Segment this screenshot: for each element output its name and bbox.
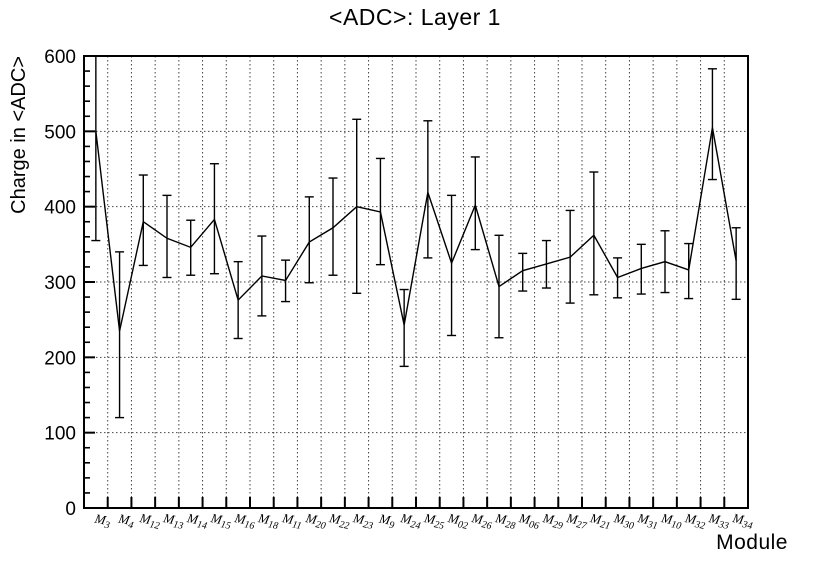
svg-text:M23: M23 [350, 510, 375, 532]
x-category-label: M4 [116, 510, 136, 531]
x-category-label: M20 [303, 510, 328, 532]
svg-text:M4: M4 [116, 510, 136, 531]
y-tick-label: 0 [65, 499, 76, 520]
svg-text:M34: M34 [730, 510, 755, 532]
x-category-label: M34 [730, 510, 755, 532]
x-category-label: M15 [208, 510, 233, 532]
y-tick-label: 500 [44, 122, 76, 143]
svg-text:M22: M22 [327, 510, 352, 532]
svg-text:M06: M06 [516, 510, 541, 532]
y-tick-label: 600 [44, 47, 76, 68]
x-category-label: M10 [659, 510, 684, 532]
svg-text:M16: M16 [232, 510, 257, 532]
x-category-label: M28 [493, 510, 518, 532]
x-axis-title: Module [716, 531, 788, 554]
y-tick-label: 200 [44, 348, 76, 369]
chart-title: <ADC>: Layer 1 [329, 4, 501, 30]
x-category-label: M06 [516, 510, 541, 532]
svg-text:M28: M28 [493, 510, 518, 532]
x-category-label: M23 [350, 510, 375, 532]
x-category-label: M18 [255, 510, 280, 532]
plot-frame [83, 55, 749, 509]
svg-text:M20: M20 [303, 510, 328, 532]
svg-text:M33: M33 [706, 510, 731, 532]
y-tick-label: 100 [44, 424, 76, 445]
svg-text:M24: M24 [398, 510, 423, 532]
x-category-label: M30 [611, 510, 636, 532]
x-category-label: M27 [564, 510, 590, 532]
svg-text:M02: M02 [445, 510, 470, 532]
svg-text:M26: M26 [469, 510, 494, 532]
x-category-label: M02 [445, 510, 470, 532]
svg-text:M18: M18 [255, 510, 280, 532]
x-category-label: M29 [540, 510, 565, 532]
x-category-label: M22 [327, 510, 352, 532]
svg-text:M31: M31 [635, 510, 660, 532]
svg-text:M25: M25 [421, 510, 446, 532]
x-category-label: M14 [184, 510, 209, 532]
x-category-label: M12 [137, 510, 162, 532]
data-polyline [95, 127, 737, 332]
y-tick-label: 300 [44, 273, 76, 294]
y-tick-label: 400 [44, 198, 76, 219]
x-category-label: M31 [635, 510, 660, 532]
x-category-label: M11 [280, 510, 304, 532]
svg-text:M14: M14 [184, 510, 209, 532]
svg-text:M13: M13 [161, 510, 186, 532]
x-category-label: M3 [92, 510, 112, 531]
svg-text:M9: M9 [376, 510, 396, 531]
svg-text:M15: M15 [208, 510, 233, 532]
x-category-label: M25 [421, 510, 446, 532]
x-category-label: M9 [376, 510, 396, 531]
x-category-label: M32 [682, 510, 707, 532]
svg-text:M10: M10 [659, 510, 684, 532]
svg-text:M32: M32 [682, 510, 707, 532]
x-category-label: M13 [161, 510, 186, 532]
svg-text:M11: M11 [280, 510, 304, 532]
svg-text:M21: M21 [587, 510, 612, 532]
svg-text:M3: M3 [92, 510, 112, 531]
svg-text:M12: M12 [137, 510, 162, 532]
x-category-label: M24 [398, 510, 423, 532]
x-category-label: M16 [232, 510, 257, 532]
svg-text:M29: M29 [540, 510, 565, 532]
svg-text:M30: M30 [611, 510, 636, 532]
x-category-label: M33 [706, 510, 731, 532]
svg-text:M27: M27 [564, 510, 590, 532]
x-category-label: M21 [587, 510, 612, 532]
x-category-label: M26 [469, 510, 494, 532]
